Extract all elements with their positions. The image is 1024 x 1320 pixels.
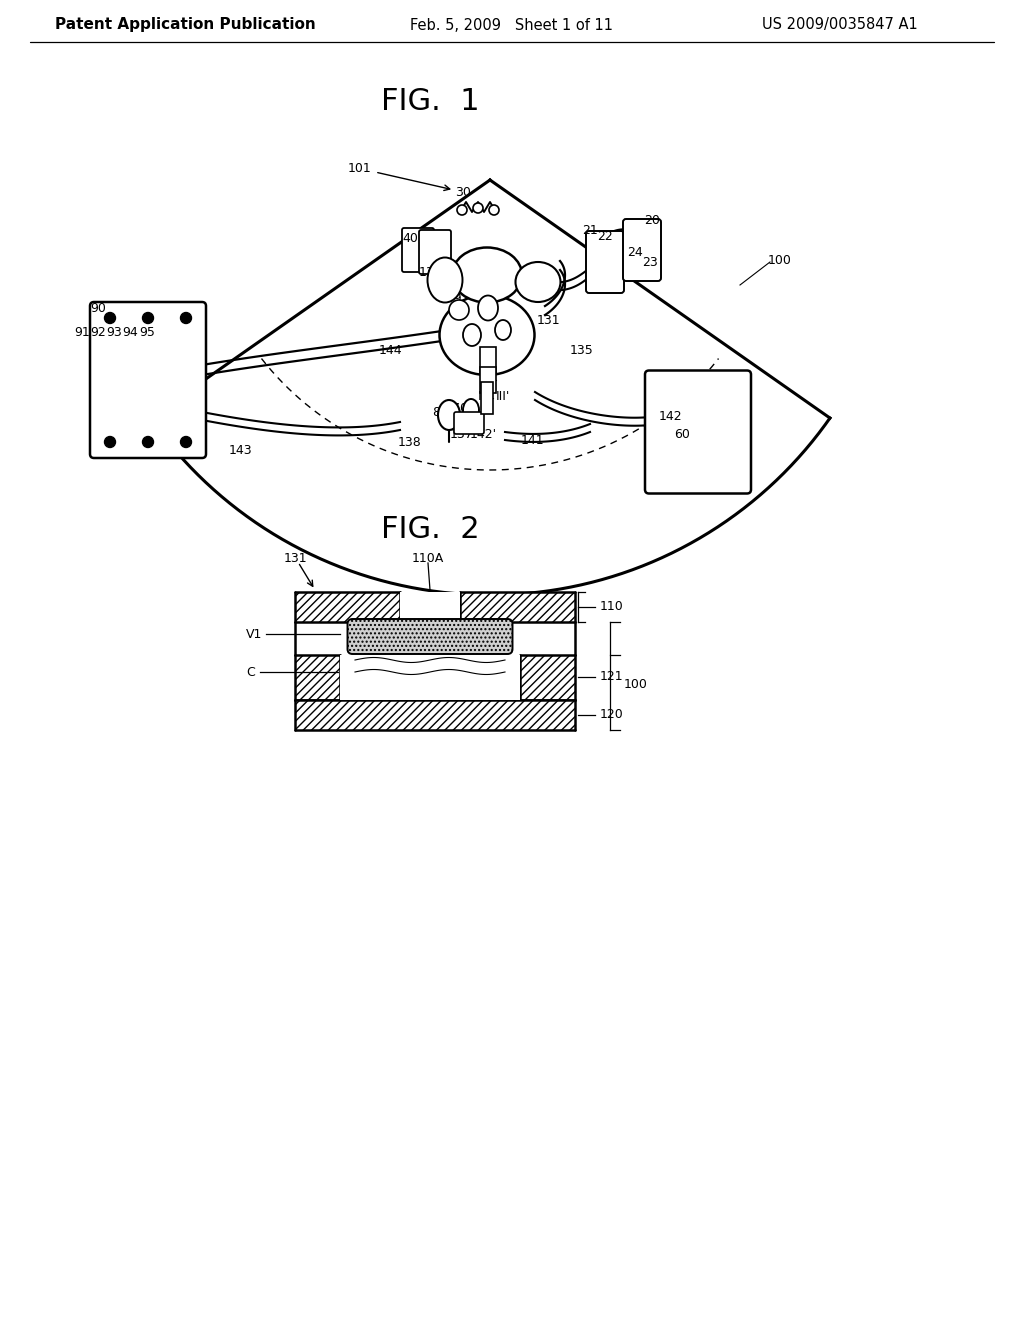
FancyBboxPatch shape bbox=[347, 619, 512, 653]
Circle shape bbox=[180, 437, 191, 447]
Text: 94: 94 bbox=[122, 326, 138, 339]
Circle shape bbox=[142, 437, 154, 447]
Bar bbox=[295, 591, 575, 622]
FancyBboxPatch shape bbox=[90, 302, 206, 458]
Text: 70: 70 bbox=[452, 401, 468, 414]
Text: 93: 93 bbox=[106, 326, 122, 339]
Bar bbox=[400, 591, 460, 622]
Text: 50: 50 bbox=[480, 330, 496, 342]
Text: Feb. 5, 2009   Sheet 1 of 11: Feb. 5, 2009 Sheet 1 of 11 bbox=[411, 17, 613, 33]
Text: 21: 21 bbox=[582, 223, 598, 236]
Ellipse shape bbox=[495, 319, 511, 341]
FancyBboxPatch shape bbox=[645, 371, 751, 494]
Text: V1: V1 bbox=[246, 627, 262, 640]
Text: 135: 135 bbox=[570, 343, 594, 356]
Circle shape bbox=[180, 313, 191, 323]
Text: 40: 40 bbox=[402, 231, 418, 244]
Text: 120: 120 bbox=[600, 709, 624, 722]
FancyBboxPatch shape bbox=[623, 219, 662, 281]
Text: 137: 137 bbox=[451, 428, 474, 441]
Ellipse shape bbox=[515, 261, 560, 302]
Text: III: III bbox=[477, 389, 488, 403]
Text: 142': 142' bbox=[469, 428, 497, 441]
Text: 30: 30 bbox=[455, 186, 471, 198]
Text: 134: 134 bbox=[418, 265, 441, 279]
Ellipse shape bbox=[463, 323, 481, 346]
Bar bbox=[340, 655, 520, 700]
Text: 20: 20 bbox=[644, 214, 659, 227]
Ellipse shape bbox=[427, 257, 463, 302]
Bar bbox=[520, 655, 575, 700]
Ellipse shape bbox=[452, 248, 522, 302]
Circle shape bbox=[104, 313, 116, 323]
Text: 143: 143 bbox=[228, 444, 252, 457]
Ellipse shape bbox=[478, 296, 498, 321]
Text: 121: 121 bbox=[600, 671, 624, 684]
FancyBboxPatch shape bbox=[454, 412, 484, 434]
Bar bbox=[481, 381, 493, 414]
Text: FIG.  2: FIG. 2 bbox=[381, 516, 479, 544]
Ellipse shape bbox=[463, 399, 479, 421]
Text: 144: 144 bbox=[378, 343, 401, 356]
FancyBboxPatch shape bbox=[402, 228, 434, 272]
Text: 100: 100 bbox=[768, 253, 792, 267]
Text: 23: 23 bbox=[642, 256, 657, 268]
Text: 101: 101 bbox=[348, 161, 372, 174]
Text: 136: 136 bbox=[464, 362, 487, 375]
Text: US 2009/0035847 A1: US 2009/0035847 A1 bbox=[762, 17, 918, 33]
Text: 22: 22 bbox=[597, 231, 613, 243]
Bar bbox=[295, 700, 575, 730]
Ellipse shape bbox=[439, 294, 535, 375]
Text: III': III' bbox=[496, 389, 510, 403]
Bar bbox=[480, 347, 496, 374]
Circle shape bbox=[104, 437, 116, 447]
Circle shape bbox=[142, 313, 154, 323]
Text: 110: 110 bbox=[600, 601, 624, 614]
Text: C: C bbox=[246, 665, 255, 678]
Circle shape bbox=[473, 203, 483, 213]
Text: 95: 95 bbox=[139, 326, 155, 339]
Circle shape bbox=[489, 205, 499, 215]
Circle shape bbox=[457, 205, 467, 215]
Text: 131: 131 bbox=[537, 314, 560, 326]
Text: 92: 92 bbox=[90, 326, 105, 339]
Bar bbox=[480, 367, 496, 393]
Text: 139: 139 bbox=[438, 292, 462, 305]
Text: 132: 132 bbox=[456, 318, 480, 331]
Text: 142: 142 bbox=[658, 411, 682, 424]
Text: 138: 138 bbox=[398, 436, 422, 449]
Text: 90: 90 bbox=[90, 301, 105, 314]
Ellipse shape bbox=[438, 400, 460, 430]
FancyBboxPatch shape bbox=[586, 231, 624, 293]
Circle shape bbox=[449, 300, 469, 319]
Text: 110A: 110A bbox=[412, 552, 444, 565]
Bar bbox=[295, 655, 340, 700]
Text: 80: 80 bbox=[432, 405, 449, 418]
Text: II': II' bbox=[524, 272, 536, 285]
Text: 100: 100 bbox=[624, 678, 648, 692]
Text: Patent Application Publication: Patent Application Publication bbox=[54, 17, 315, 33]
Text: 131: 131 bbox=[284, 552, 307, 565]
Text: 91: 91 bbox=[74, 326, 90, 339]
Text: 60: 60 bbox=[674, 429, 690, 441]
Text: II: II bbox=[481, 265, 488, 279]
Text: 133: 133 bbox=[494, 315, 517, 329]
Text: 141: 141 bbox=[520, 433, 544, 446]
Text: 24: 24 bbox=[627, 246, 643, 259]
Text: FIG.  1: FIG. 1 bbox=[381, 87, 479, 116]
FancyBboxPatch shape bbox=[419, 230, 451, 275]
